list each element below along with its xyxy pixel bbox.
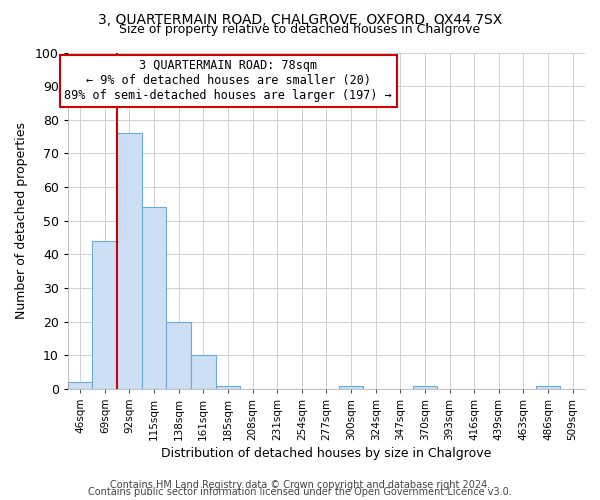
X-axis label: Distribution of detached houses by size in Chalgrove: Distribution of detached houses by size … bbox=[161, 447, 491, 460]
Text: Contains public sector information licensed under the Open Government Licence v3: Contains public sector information licen… bbox=[88, 487, 512, 497]
Text: 3 QUARTERMAIN ROAD: 78sqm
← 9% of detached houses are smaller (20)
89% of semi-d: 3 QUARTERMAIN ROAD: 78sqm ← 9% of detach… bbox=[64, 59, 392, 102]
Text: Size of property relative to detached houses in Chalgrove: Size of property relative to detached ho… bbox=[119, 22, 481, 36]
Y-axis label: Number of detached properties: Number of detached properties bbox=[15, 122, 28, 319]
Bar bbox=[92, 241, 117, 389]
Text: 3, QUARTERMAIN ROAD, CHALGROVE, OXFORD, OX44 7SX: 3, QUARTERMAIN ROAD, CHALGROVE, OXFORD, … bbox=[98, 12, 502, 26]
Bar bbox=[142, 207, 166, 389]
Text: Contains HM Land Registry data © Crown copyright and database right 2024.: Contains HM Land Registry data © Crown c… bbox=[110, 480, 490, 490]
Bar bbox=[413, 386, 437, 389]
Bar bbox=[339, 386, 364, 389]
Bar bbox=[536, 386, 560, 389]
Bar bbox=[166, 322, 191, 389]
Bar bbox=[68, 382, 92, 389]
Bar bbox=[117, 133, 142, 389]
Bar bbox=[215, 386, 240, 389]
Bar bbox=[191, 356, 215, 389]
